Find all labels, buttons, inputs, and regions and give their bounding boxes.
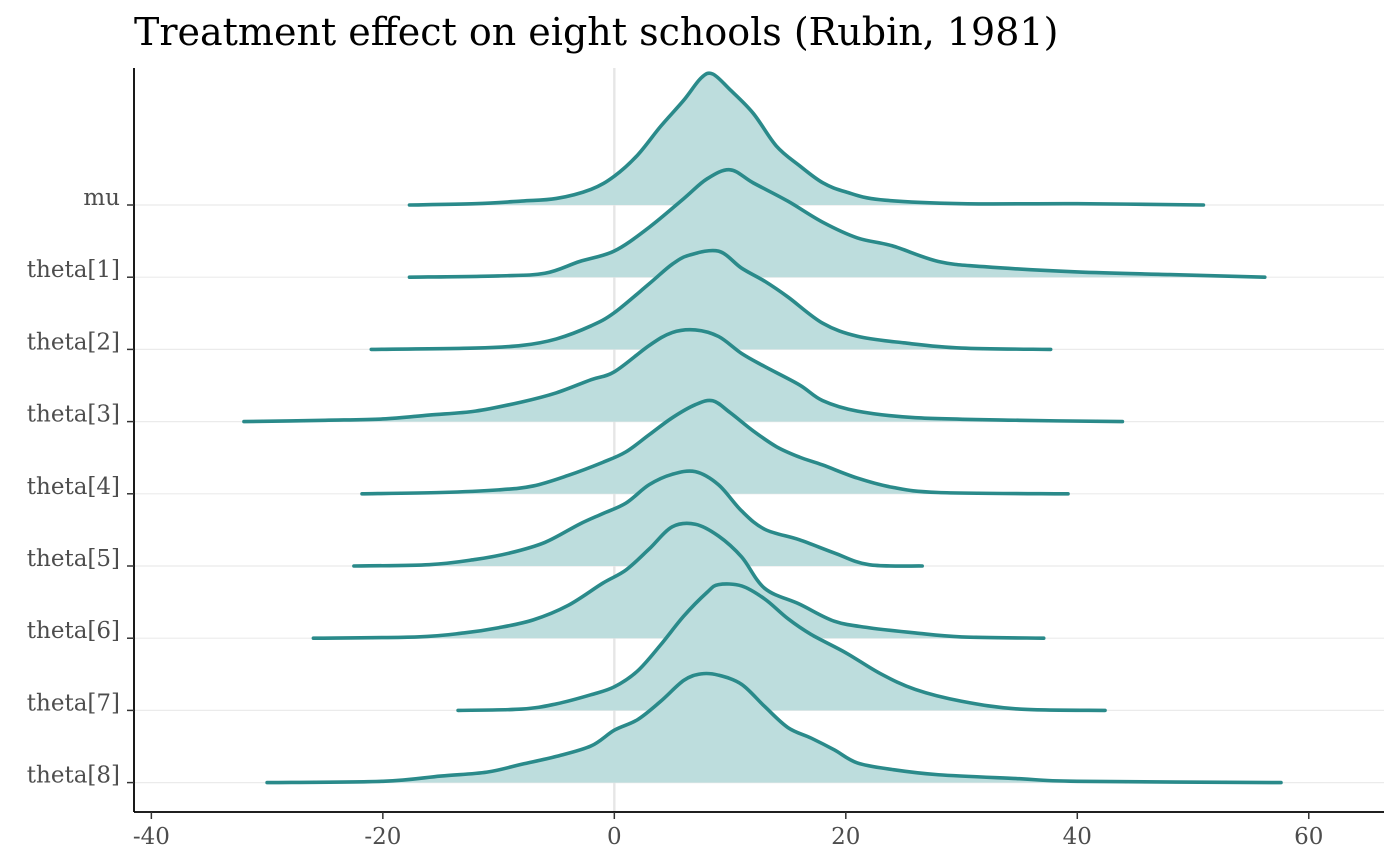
ridge-fill	[409, 169, 1265, 278]
ridge-fill	[313, 523, 1044, 639]
ridge-theta[8]	[265, 671, 1283, 785]
ridge-line	[352, 469, 924, 568]
x-tick-label: -40	[133, 824, 170, 850]
ridge-line	[456, 582, 1107, 713]
ridge-line	[265, 671, 1283, 785]
ridge-theta[2]	[369, 248, 1053, 352]
ridge-theta[3]	[242, 327, 1125, 424]
ridge-line	[311, 521, 1046, 640]
ridge-line	[360, 398, 1070, 496]
x-tick-label: 60	[1294, 824, 1323, 850]
ridge-theta[7]	[456, 582, 1107, 713]
ridge-fill	[243, 329, 1123, 422]
ridge-theta[1]	[407, 167, 1267, 279]
x-ticks: -40 -20 0 20 40 60	[133, 812, 1323, 850]
ridge-line	[369, 248, 1053, 352]
ridge-fill	[458, 583, 1106, 711]
ridge-line	[407, 167, 1267, 279]
y-tick-label: theta[2]	[27, 329, 120, 355]
axes	[133, 68, 1384, 813]
y-tick-label: theta[5]	[27, 546, 120, 572]
ridge-theta[4]	[360, 398, 1070, 496]
y-tick-label: theta[1]	[27, 257, 120, 283]
x-tick-label: 40	[1063, 824, 1092, 850]
ridge-fill	[267, 673, 1281, 783]
ridge-theta[5]	[352, 469, 924, 568]
x-tick-label: 20	[831, 824, 860, 850]
ridge-fill	[362, 400, 1069, 494]
ridge-theta[6]	[311, 521, 1046, 640]
y-tick-label: theta[7]	[27, 690, 120, 716]
chart-title: Treatment effect on eight schools (Rubin…	[134, 10, 1058, 54]
density-ridges	[242, 71, 1283, 785]
ridge-line	[407, 71, 1206, 207]
ridge-fill	[353, 471, 923, 567]
ridge-fill	[409, 73, 1204, 205]
ridge-mu	[407, 71, 1206, 207]
y-tick-label: mu	[83, 185, 120, 211]
y-tick-labels: mu theta[1] theta[2] theta[3] theta[4] theta[…	[27, 185, 134, 789]
y-tick-label: theta[4]	[27, 474, 120, 500]
ridge-line	[242, 327, 1125, 424]
y-tick-label: theta[3]	[27, 402, 120, 428]
x-tick-label: -20	[364, 824, 401, 850]
y-tick-label: theta[6]	[27, 618, 120, 644]
y-tick-label: theta[8]	[27, 763, 120, 789]
ridge-fill	[371, 250, 1051, 350]
x-tick-label: 0	[607, 824, 622, 850]
